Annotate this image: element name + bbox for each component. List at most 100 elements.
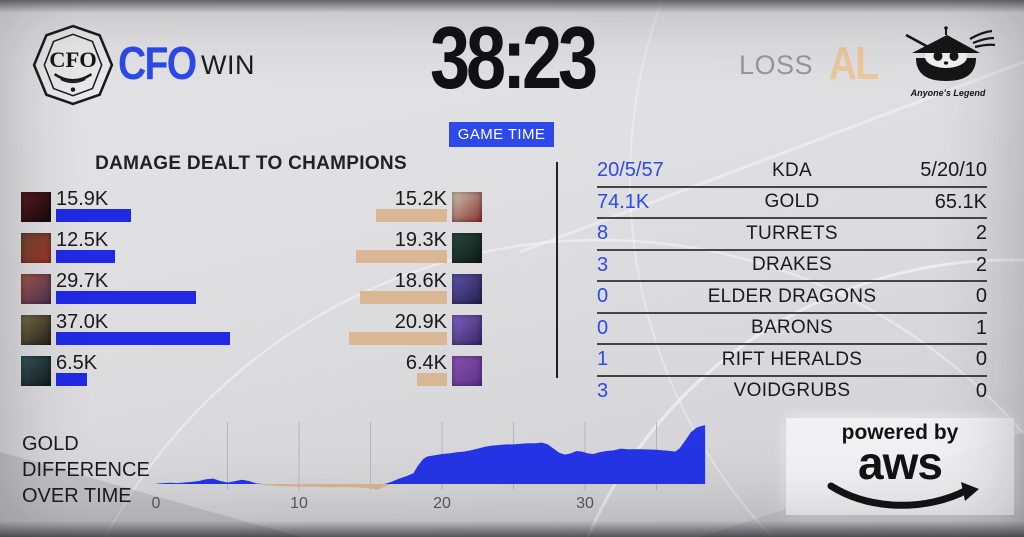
stat-value-left: 1 xyxy=(597,348,609,371)
damage-value: 37.0K xyxy=(56,311,109,333)
damage-row: 29.7K xyxy=(21,270,230,304)
damage-value-group: 6.4K xyxy=(405,352,447,386)
team-cfo-logo: CFO xyxy=(32,24,114,106)
stat-label: ELDER DRAGONS xyxy=(707,285,877,307)
champion-icon xyxy=(452,356,482,386)
x-tick-label: 0 xyxy=(152,495,161,512)
stat-label: KDA xyxy=(772,159,812,181)
table-row: 20/5/57 KDA 5/20/10 xyxy=(597,156,987,188)
damage-bar xyxy=(56,250,115,263)
match-stats-table: 20/5/57 KDA 5/20/10 74.1K GOLD 65.1K 8 TURRETS 2… xyxy=(597,156,987,406)
stat-label: DRAKES xyxy=(752,254,832,276)
team-cfo-name: CFO xyxy=(118,37,197,89)
gold-difference-title: GOLD DIFFERENCE OVER TIME xyxy=(22,431,150,509)
gold-difference-chart: 0 10 20 30 xyxy=(152,422,706,512)
al-logo-caption: Anyone's Legend xyxy=(910,88,986,98)
game-timer: 38:23 xyxy=(0,8,1024,107)
damage-value-group: 20.9K xyxy=(349,312,447,345)
gold-diff-area-negative xyxy=(156,484,706,490)
x-tick-label: 10 xyxy=(290,495,308,512)
damage-row: 6.4K xyxy=(405,352,482,386)
stat-value-left: 0 xyxy=(597,285,609,308)
damage-row: 12.5K xyxy=(21,229,230,263)
gold-title-line1: GOLD xyxy=(22,433,79,455)
damage-value-group: 29.7K xyxy=(56,270,196,304)
table-row: 3 VOIDGRUBS 0 xyxy=(597,377,987,407)
crest-abbr-text: CFO xyxy=(49,47,97,72)
stat-value-right: 1 xyxy=(975,316,987,339)
damage-bar xyxy=(349,332,447,345)
champion-icon xyxy=(452,274,482,304)
gold-diff-area-positive xyxy=(156,425,706,484)
damage-value: 15.9K xyxy=(56,188,109,210)
damage-bar xyxy=(56,291,196,304)
powered-by-text: powered by xyxy=(841,421,959,445)
damage-column-al: 15.2K 19.3K 18.6K 20.9K 6.4K xyxy=(349,188,482,386)
game-timer-value: 38:23 xyxy=(429,8,598,107)
damage-value-group: 15.2K xyxy=(376,188,447,222)
stat-value-right: 2 xyxy=(975,253,987,276)
damage-value: 19.3K xyxy=(394,229,447,251)
damage-row: 19.3K xyxy=(356,229,482,263)
damage-value-group: 6.5K xyxy=(56,352,98,386)
table-row: 3 DRAKES 2 xyxy=(597,251,987,282)
damage-bar xyxy=(56,209,131,222)
stat-value-right: 5/20/10 xyxy=(920,159,987,182)
stat-value-left: 0 xyxy=(597,316,609,339)
stat-value-left: 3 xyxy=(597,253,609,276)
stat-value-left: 74.1K xyxy=(597,190,650,213)
damage-value: 15.2K xyxy=(394,188,447,210)
table-row: 0 ELDER DRAGONS 0 xyxy=(597,282,987,314)
damage-bar xyxy=(376,209,447,222)
gold-title-line3: OVER TIME xyxy=(22,485,132,507)
stat-label: TURRETS xyxy=(746,222,838,244)
stat-label: VOIDGRUBS xyxy=(733,380,851,402)
damage-row: 37.0K xyxy=(21,311,230,345)
table-row: 74.1K GOLD 65.1K xyxy=(597,188,987,219)
damage-row: 15.2K xyxy=(376,188,482,222)
champion-icon xyxy=(21,356,51,386)
stat-value-right: 2 xyxy=(975,222,987,245)
champion-icon xyxy=(452,315,482,345)
damage-value: 18.6K xyxy=(394,270,447,292)
stat-value-left: 3 xyxy=(597,379,609,402)
damage-value-group: 18.6K xyxy=(360,270,447,304)
loss-label: LOSS xyxy=(738,50,813,80)
damage-bar xyxy=(56,373,87,386)
champion-icon xyxy=(452,192,482,222)
stat-value-left: 20/5/57 xyxy=(597,159,664,182)
stat-value-right: 0 xyxy=(975,379,987,402)
damage-value: 29.7K xyxy=(56,270,109,292)
stat-label: BARONS xyxy=(750,317,834,339)
x-tick-label: 30 xyxy=(576,495,594,512)
section-divider xyxy=(556,162,558,378)
stat-value-right: 0 xyxy=(975,348,987,371)
stat-value-right: 65.1K xyxy=(934,190,987,213)
powered-by-aws-badge: powered by aws xyxy=(786,418,1014,515)
champion-icon xyxy=(21,192,51,222)
damage-value-group: 37.0K xyxy=(56,311,230,345)
team-al-logo: Anyone's Legend xyxy=(905,26,996,98)
game-time-badge: GAME TIME xyxy=(449,122,554,147)
table-row: 8 TURRETS 2 xyxy=(597,219,987,251)
damage-row: 15.9K xyxy=(21,188,230,222)
damage-value: 12.5K xyxy=(56,229,109,251)
team-al-name: AL xyxy=(828,37,878,89)
damage-section-title: DAMAGE DEALT TO CHAMPIONS xyxy=(95,153,407,174)
stat-label: GOLD xyxy=(764,191,820,213)
gold-title-line2: DIFFERENCE xyxy=(22,459,150,481)
champion-icon xyxy=(21,274,51,304)
stat-label: RIFT HERALDS xyxy=(721,348,863,370)
aws-smile-icon xyxy=(827,481,979,509)
damage-value: 6.5K xyxy=(56,352,98,374)
champion-icon xyxy=(21,315,51,345)
champion-icon xyxy=(452,233,482,263)
damage-value: 6.4K xyxy=(405,352,447,374)
table-row: 0 BARONS 1 xyxy=(597,314,987,345)
damage-bar xyxy=(360,291,447,304)
damage-value-group: 15.9K xyxy=(56,188,131,222)
stat-value-left: 8 xyxy=(597,222,609,245)
damage-row: 18.6K xyxy=(360,270,482,304)
damage-value-group: 12.5K xyxy=(56,229,115,263)
